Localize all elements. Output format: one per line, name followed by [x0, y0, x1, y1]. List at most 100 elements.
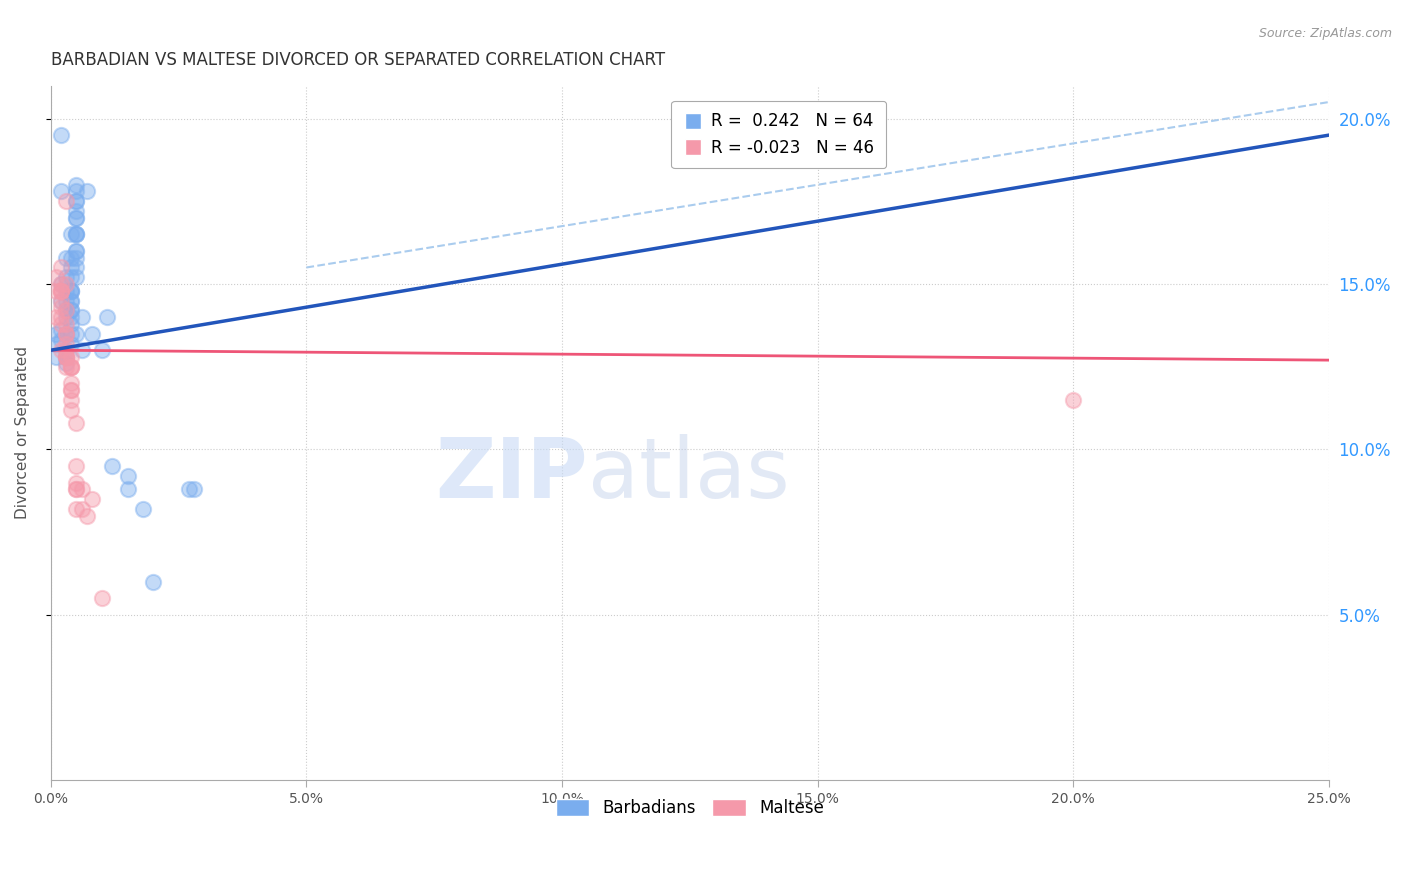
Point: [65, 227, 87, 242]
Point: [60, 402, 83, 417]
Point: [45, 326, 67, 341]
Point: [65, 244, 87, 258]
Point: [55, 350, 77, 364]
Point: [55, 194, 77, 209]
Point: [49, 284, 72, 298]
Point: [76, 508, 98, 523]
Point: [80, 492, 103, 507]
Text: BARBADIAN VS MALTESE DIVORCED OR SEPARATED CORRELATION CHART: BARBADIAN VS MALTESE DIVORCED OR SEPARAT…: [51, 51, 665, 69]
Point: [132, 502, 155, 516]
Point: [70, 310, 93, 325]
Point: [60, 284, 83, 298]
Point: [65, 260, 87, 275]
Point: [60, 317, 83, 331]
Point: [49, 128, 72, 143]
Point: [91, 591, 114, 606]
Point: [55, 251, 77, 265]
Point: [65, 251, 87, 265]
Point: [65, 194, 87, 209]
Point: [76, 185, 98, 199]
Point: [55, 277, 77, 291]
Point: [70, 482, 93, 496]
Point: [60, 310, 83, 325]
Point: [55, 350, 77, 364]
Point: [177, 482, 200, 496]
Point: [60, 284, 83, 298]
Point: [60, 260, 83, 275]
Point: [65, 416, 87, 430]
Point: [55, 284, 77, 298]
Point: [60, 383, 83, 397]
Point: [1062, 392, 1084, 407]
Point: [55, 317, 77, 331]
Point: [55, 343, 77, 358]
Point: [55, 326, 77, 341]
Point: [65, 204, 87, 219]
Point: [60, 359, 83, 374]
Point: [49, 284, 72, 298]
Point: [65, 211, 87, 225]
Point: [65, 482, 87, 496]
Point: [49, 293, 72, 308]
Point: [55, 303, 77, 318]
Point: [65, 211, 87, 225]
Point: [60, 251, 83, 265]
Point: [60, 336, 83, 351]
Point: [55, 293, 77, 308]
Point: [65, 194, 87, 209]
Legend: Barbadians, Maltese: Barbadians, Maltese: [548, 793, 831, 824]
Point: [60, 270, 83, 285]
Point: [117, 482, 139, 496]
Point: [60, 359, 83, 374]
Point: [45, 270, 67, 285]
Point: [55, 350, 77, 364]
Point: [65, 244, 87, 258]
Point: [60, 227, 83, 242]
Point: [49, 277, 72, 291]
Point: [49, 323, 72, 337]
Point: [65, 326, 87, 341]
Point: [60, 293, 83, 308]
Point: [117, 469, 139, 483]
Point: [65, 227, 87, 242]
Point: [91, 343, 114, 358]
Point: [60, 350, 83, 364]
Point: [60, 303, 83, 318]
Point: [49, 333, 72, 347]
Point: [49, 293, 72, 308]
Point: [49, 260, 72, 275]
Point: [60, 392, 83, 407]
Point: [49, 343, 72, 358]
Text: atlas: atlas: [588, 434, 789, 515]
Point: [96, 310, 118, 325]
Point: [49, 317, 72, 331]
Point: [60, 293, 83, 308]
Point: [60, 359, 83, 374]
Point: [45, 336, 67, 351]
Point: [65, 482, 87, 496]
Point: [60, 326, 83, 341]
Point: [55, 326, 77, 341]
Point: [45, 350, 67, 364]
Point: [55, 326, 77, 341]
Point: [65, 227, 87, 242]
Text: Source: ZipAtlas.com: Source: ZipAtlas.com: [1258, 27, 1392, 40]
Point: [49, 310, 72, 325]
Point: [60, 284, 83, 298]
Point: [45, 284, 67, 298]
Point: [142, 574, 165, 589]
Point: [55, 356, 77, 370]
Point: [49, 284, 72, 298]
Point: [49, 300, 72, 314]
Point: [65, 458, 87, 473]
Point: [65, 178, 87, 192]
Point: [45, 310, 67, 325]
Point: [55, 270, 77, 285]
Point: [55, 359, 77, 374]
Point: [55, 310, 77, 325]
Point: [80, 326, 103, 341]
Point: [65, 502, 87, 516]
Y-axis label: Divorced or Separated: Divorced or Separated: [15, 346, 30, 519]
Text: ZIP: ZIP: [434, 434, 588, 515]
Point: [183, 482, 205, 496]
